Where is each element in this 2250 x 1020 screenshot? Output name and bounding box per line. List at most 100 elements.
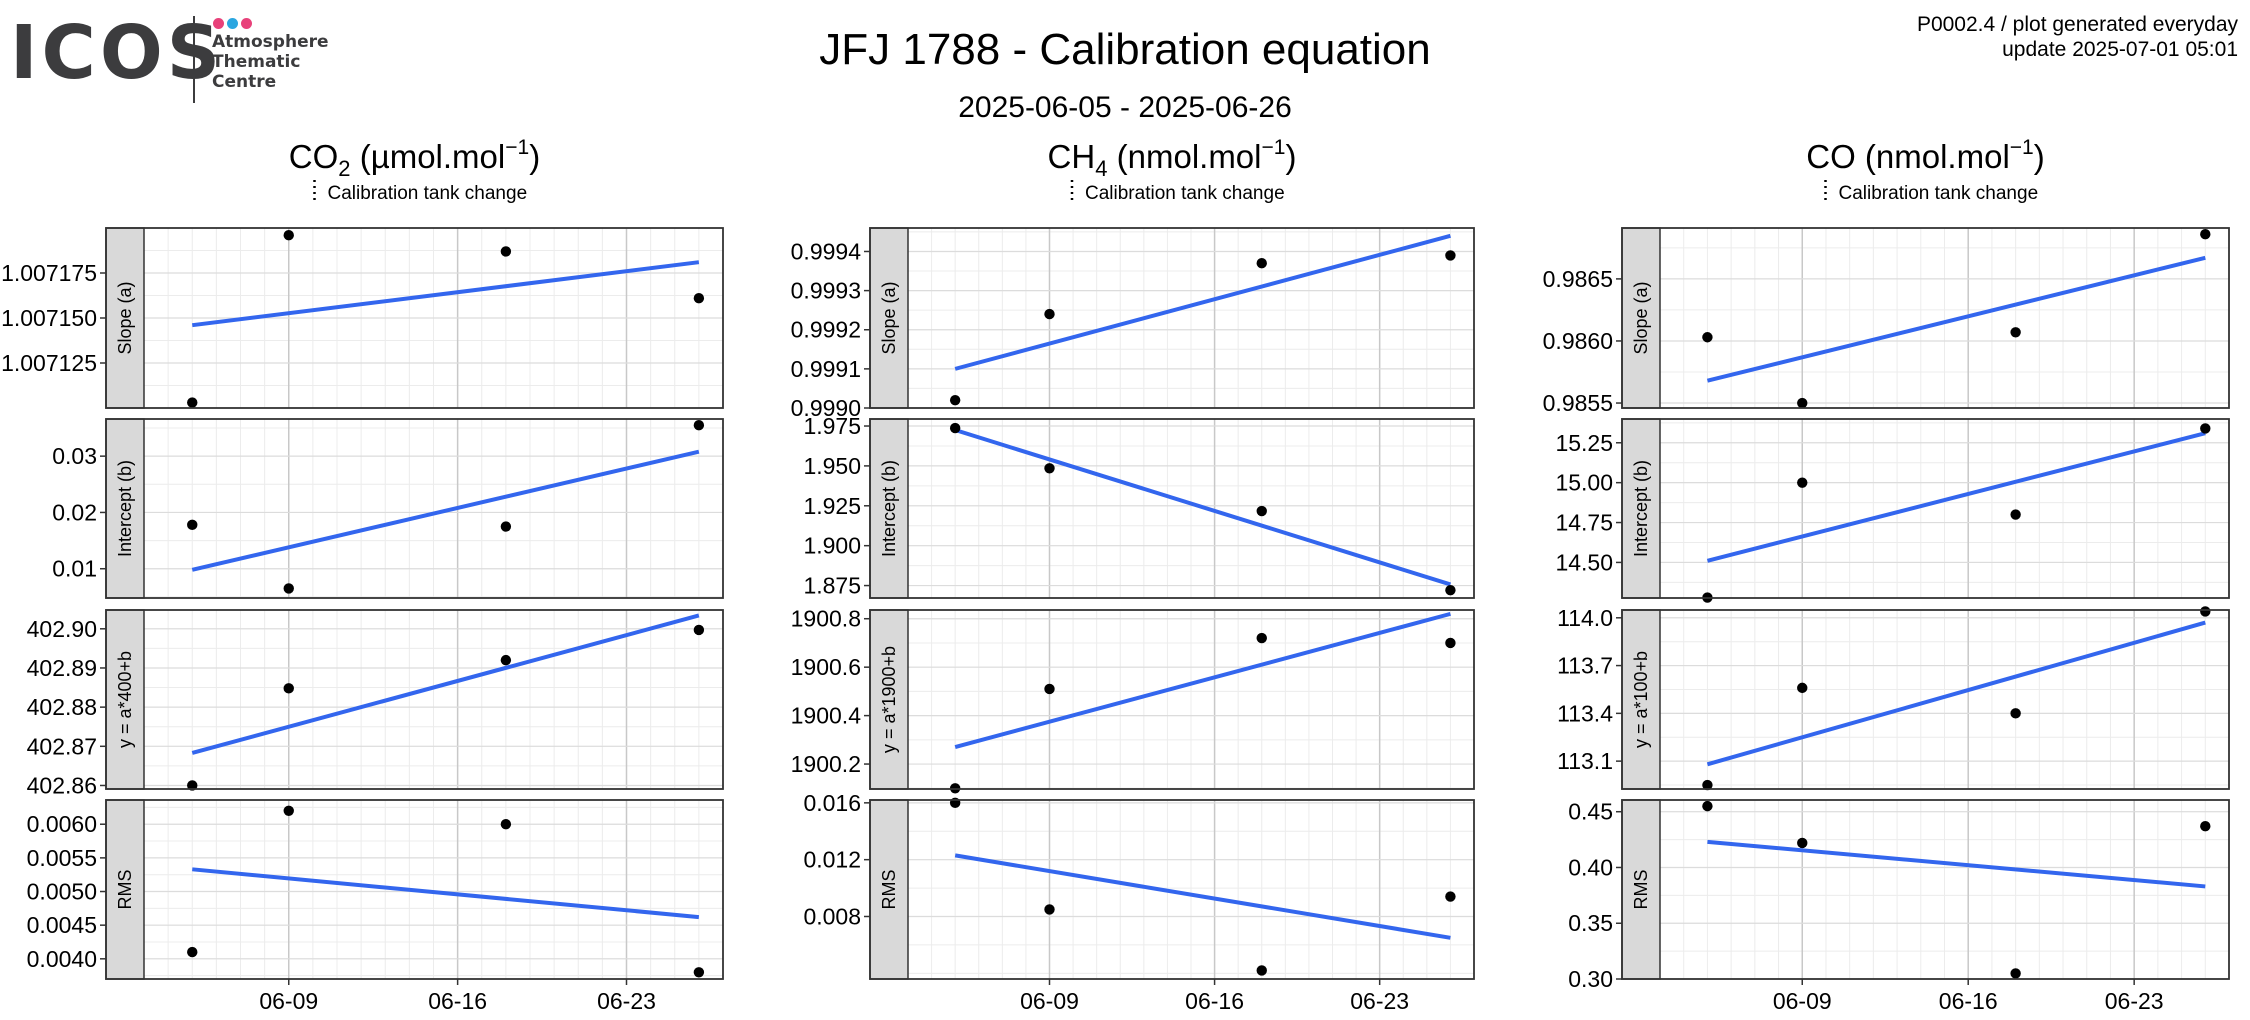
icos-logo: ICOS Atmosphere Thematic Centre xyxy=(10,10,340,110)
y-tick-label: 0.9855 xyxy=(1543,390,1613,416)
column-title-1: CH4 (nmol.mol−1) xyxy=(1048,136,1297,181)
fit-line xyxy=(1706,431,2206,563)
fit-line xyxy=(191,613,700,755)
y-tick-label: 402.88 xyxy=(27,694,97,720)
y-tick-label: 113.1 xyxy=(1557,748,1613,774)
column-title-close: ) xyxy=(2034,138,2045,175)
plot-meta: P0002.4 / plot generated everyday update… xyxy=(1917,12,2238,62)
data-point xyxy=(1256,258,1267,269)
panel-1-3: RMS 0.008 0.012 0.016 06-09 06-16 06-23 xyxy=(803,790,1475,1014)
x-tick-label: 06-09 xyxy=(1773,988,1832,1014)
panel-border xyxy=(1621,609,2230,790)
y-tick-label: 0.45 xyxy=(1568,799,1613,825)
data-point xyxy=(1445,250,1456,261)
panel-border xyxy=(869,609,1475,790)
data-point xyxy=(1702,800,1713,812)
data-point xyxy=(283,583,294,594)
data-point xyxy=(2200,423,2211,434)
panel-2-3: RMS 0.30 0.35 0.40 0.45 06-09 06-16 06-23 xyxy=(1568,799,2230,1014)
column-title-superscript: −1 xyxy=(505,136,529,159)
panel-border xyxy=(869,418,1475,599)
data-point xyxy=(2010,968,2021,979)
fit-line xyxy=(192,260,700,328)
logo-wordmark: ICOS xyxy=(10,10,225,96)
y-tick-label: 113.7 xyxy=(1557,653,1613,679)
panel-border xyxy=(1621,799,2230,980)
x-tick-label: 06-16 xyxy=(1185,988,1244,1014)
y-tick-label: 1.900 xyxy=(803,533,861,559)
data-point xyxy=(187,946,198,958)
data-point xyxy=(1044,904,1055,915)
facet-strip-label: Intercept (b) xyxy=(1631,460,1651,557)
logo-dot-3 xyxy=(241,18,252,29)
column-title-gas: CO xyxy=(289,138,339,175)
facet-strip xyxy=(869,799,909,980)
y-tick-label: 0.0040 xyxy=(27,946,97,972)
y-tick-label: 0.012 xyxy=(803,847,861,873)
page-title: JFJ 1788 - Calibration equation xyxy=(819,25,1431,74)
data-point xyxy=(693,293,705,304)
facet-strip-label: RMS xyxy=(879,870,899,910)
y-tick-label: 1.007150 xyxy=(1,305,97,331)
data-point xyxy=(1797,837,1808,849)
y-tick-label: 0.03 xyxy=(52,443,97,469)
column-title-close: ) xyxy=(529,138,540,175)
data-point xyxy=(2010,509,2021,520)
logo-subtitle: Atmosphere Thematic Centre xyxy=(212,32,329,92)
column-title-gas: CO xyxy=(1806,138,1856,175)
data-point xyxy=(500,246,512,257)
y-tick-label: 0.02 xyxy=(52,499,97,525)
facet-strip-label: Slope (a) xyxy=(879,281,899,354)
y-tick-label: 402.89 xyxy=(27,655,97,681)
x-tick-label: 06-09 xyxy=(259,988,318,1014)
legend-label: Calibration tank change xyxy=(1085,183,1285,204)
logo-line-3: Centre xyxy=(212,72,277,92)
panel-border xyxy=(1621,418,2230,599)
column-title-gas: CH xyxy=(1048,138,1096,175)
facet-strip-label: Intercept (b) xyxy=(115,460,135,557)
y-tick-label: 1.975 xyxy=(803,413,861,439)
column-title-2: CO (nmol.mol−1) xyxy=(1806,136,2044,175)
fit-line xyxy=(954,233,1451,371)
fit-line xyxy=(191,449,700,572)
fit-line xyxy=(954,428,1452,587)
logo-dot-2 xyxy=(227,18,238,29)
data-point xyxy=(693,419,705,431)
y-tick-label: 113.4 xyxy=(1557,700,1613,726)
y-tick-label: 1.007175 xyxy=(1,260,97,286)
column-title-subscript: 4 xyxy=(1095,156,1107,181)
fit-line xyxy=(954,611,1451,750)
data-point xyxy=(283,683,294,694)
y-tick-label: 0.40 xyxy=(1568,854,1613,880)
data-point xyxy=(1797,477,1808,488)
y-tick-label: 0.9992 xyxy=(791,317,861,343)
data-point xyxy=(2010,708,2021,719)
y-tick-label: 0.9865 xyxy=(1543,266,1613,292)
facet-strip-label: RMS xyxy=(1631,870,1651,910)
data-point xyxy=(1256,965,1267,976)
legend-label: Calibration tank change xyxy=(328,183,528,204)
fit-line xyxy=(1706,255,2206,383)
facet-strip-label: RMS xyxy=(115,870,135,910)
y-tick-label: 0.9993 xyxy=(791,278,861,304)
data-point xyxy=(1702,779,1713,791)
column-title-close: ) xyxy=(1285,138,1296,175)
y-tick-label: 0.0055 xyxy=(27,845,97,871)
x-tick-label: 06-16 xyxy=(428,988,487,1014)
y-tick-label: 0.0045 xyxy=(27,912,97,938)
panel-1-0: Slope (a) 0.9990 0.9991 0.9992 0.9993 0.9994 xyxy=(791,227,1475,421)
panel-2-2: y = a*100+b 113.1 113.4 113.7 114.0 xyxy=(1557,605,2230,791)
x-tick-label: 06-16 xyxy=(1939,988,1998,1014)
data-point xyxy=(500,654,512,666)
data-point xyxy=(2200,821,2211,832)
logo-dot-1 xyxy=(213,18,224,29)
logo-line-1: Atmosphere xyxy=(212,32,329,52)
x-tick-label: 06-09 xyxy=(1020,988,1079,1014)
column-title-superscript: −1 xyxy=(1262,136,1286,159)
panel-1-2: y = a*1900+b 1900.2 1900.4 1900.6 1900.8 xyxy=(791,606,1475,794)
data-point xyxy=(949,422,961,434)
data-point xyxy=(283,805,294,816)
logo-line-2: Thematic xyxy=(212,52,301,72)
facet-strip xyxy=(1621,418,1661,599)
